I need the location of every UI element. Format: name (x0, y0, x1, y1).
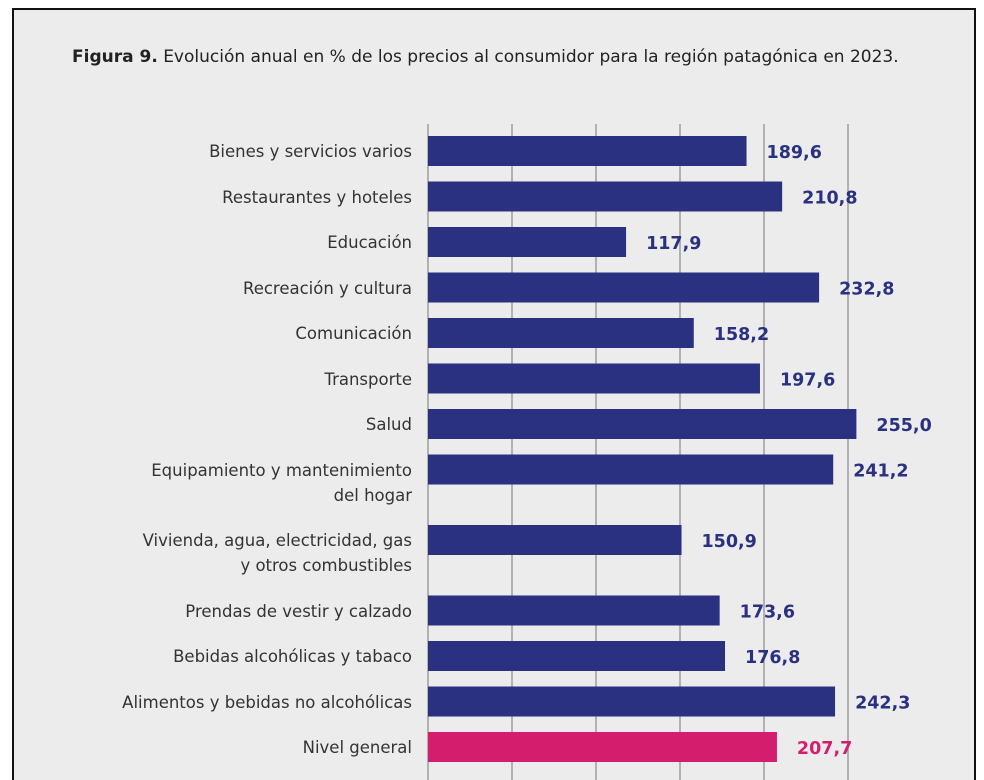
category-label: Equipamiento y mantenimiento del hogar (151, 460, 412, 505)
value-label: 197,6 (780, 371, 835, 391)
bar (428, 136, 747, 166)
category-label: Vivienda, agua, electricidad, gas y otro… (142, 531, 412, 575)
category-label: Bienes y servicios varios (209, 142, 412, 161)
bar (428, 595, 720, 626)
bar (428, 686, 836, 717)
category-label: Salud (365, 415, 412, 434)
bar (428, 409, 857, 439)
value-label: 176,8 (745, 648, 800, 668)
value-label: 241,2 (853, 462, 908, 482)
category-label: Recreación y cultura (242, 278, 412, 298)
value-label: 150,9 (702, 532, 757, 552)
bar (428, 227, 627, 257)
category-label: Alimentos y bebidas no alcohólicas (122, 692, 412, 712)
chart-title: Figura 9. Evolución anual en % de los pr… (72, 44, 932, 70)
value-label: 210,8 (802, 189, 857, 209)
figure-label: Figura 9. (72, 47, 158, 67)
value-label: 117,9 (646, 234, 701, 254)
bar (428, 318, 694, 348)
bar (428, 363, 760, 394)
category-label: Bebidas alcohólicas y tabaco (173, 647, 412, 666)
value-label: 232,8 (839, 280, 894, 300)
category-labels: Bienes y servicios varios Restaurantes y … (14, 10, 412, 780)
value-label: 255,0 (876, 416, 931, 436)
category-label: Comunicación (295, 324, 412, 343)
value-label: 173,6 (740, 603, 795, 623)
bar (428, 272, 820, 303)
value-label: 207,7 (797, 739, 852, 759)
plot: 189,6 210,8 117,9 232,8 158,2 197,6 255,0 241,2… (427, 124, 932, 780)
bar (428, 641, 726, 671)
value-label: 189,6 (767, 143, 822, 163)
bar (428, 454, 834, 485)
chart-frame: Figura 9. Evolución anual en % de los pr… (12, 8, 976, 780)
bar (428, 732, 777, 762)
title-text: Evolución anual en % de los precios al c… (163, 47, 899, 67)
value-label: 158,2 (714, 325, 769, 345)
bar (428, 181, 783, 212)
category-label: Prendas de vestir y calzado (185, 601, 412, 621)
category-label: Nivel general (302, 738, 412, 757)
category-label: Transporte (324, 369, 412, 389)
bar (428, 525, 682, 555)
value-label: 242,3 (855, 694, 910, 714)
category-label: Educación (327, 233, 412, 252)
category-label: Restaurantes y hoteles (222, 187, 412, 207)
